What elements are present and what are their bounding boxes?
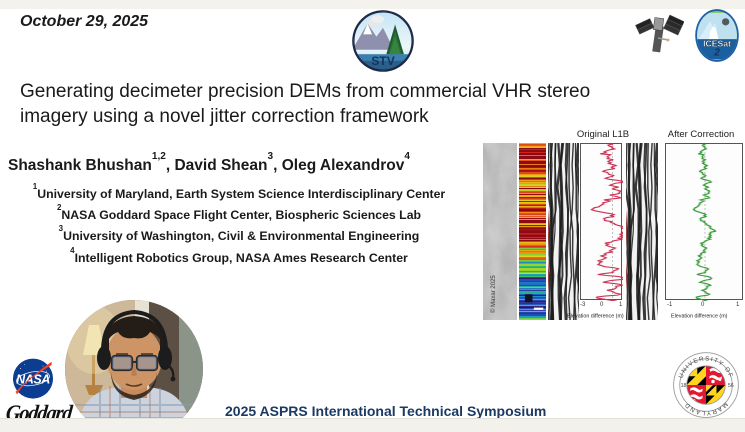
svg-text:56: 56 (728, 383, 734, 389)
svg-text:© Maxar 2025: © Maxar 2025 (490, 275, 497, 313)
svg-text:2: 2 (713, 48, 720, 59)
svg-text:18: 18 (681, 383, 687, 389)
svg-text:STV: STV (371, 54, 395, 68)
svg-text:NASA: NASA (16, 373, 50, 387)
